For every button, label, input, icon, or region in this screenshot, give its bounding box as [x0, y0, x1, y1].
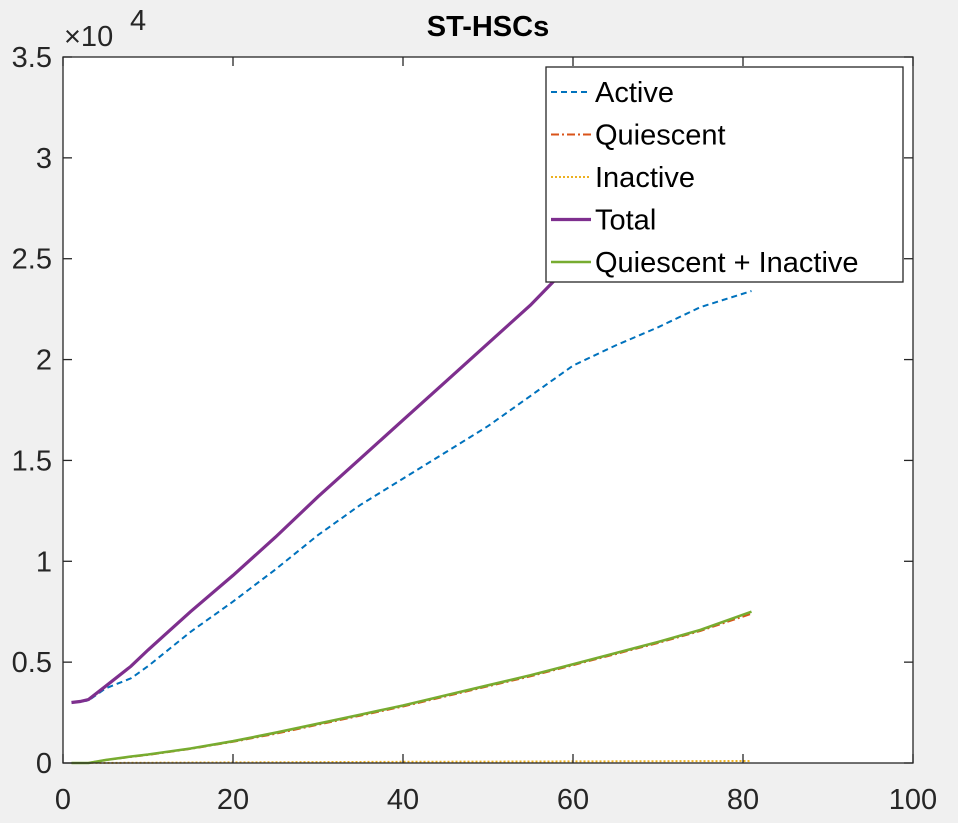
- chart-title: ST-HSCs: [427, 11, 549, 43]
- y-tick-label: 1: [36, 546, 52, 578]
- x-tick-label: 100: [889, 784, 937, 816]
- legend-label: Quiescent + Inactive: [595, 247, 859, 279]
- y-exponent-base: ×10: [64, 21, 113, 53]
- x-tick-label: 40: [387, 784, 419, 816]
- y-tick-label: 1.5: [12, 445, 52, 477]
- legend-label: Inactive: [595, 162, 695, 194]
- y-tick-label: 0: [36, 748, 52, 780]
- legend-label: Quiescent: [595, 120, 726, 152]
- axes-box: [62, 56, 914, 764]
- x-tick-label: 60: [557, 784, 589, 816]
- series-layer: [71, 267, 752, 765]
- y-exponent-label: ×10 4: [64, 5, 146, 53]
- y-exponent-power: 4: [130, 5, 146, 37]
- x-tick-label: 0: [55, 784, 71, 816]
- ticks-layer: 0 20 40 60 80 100 0 0.5 1 1.5 2 2.5 3 3.5: [12, 42, 938, 816]
- y-tick-label: 3: [36, 143, 52, 175]
- y-tick-label: 3.5: [12, 42, 52, 74]
- legend-label: Active: [595, 77, 674, 109]
- y-tick-label: 0.5: [12, 647, 52, 679]
- legend: Active Quiescent Inactive Total Quiescent + …: [545, 66, 904, 283]
- series-line-1: [71, 290, 752, 704]
- x-tick-label: 80: [727, 784, 759, 816]
- y-tick-label: 2: [36, 345, 52, 377]
- x-tick-label: 20: [217, 784, 249, 816]
- series-line-4: [71, 267, 566, 705]
- series-line-3: [71, 760, 752, 764]
- series-line-5: [71, 610, 752, 765]
- legend-box: [545, 66, 904, 283]
- legend-label: Total: [595, 205, 656, 237]
- y-tick-label: 2.5: [12, 244, 52, 276]
